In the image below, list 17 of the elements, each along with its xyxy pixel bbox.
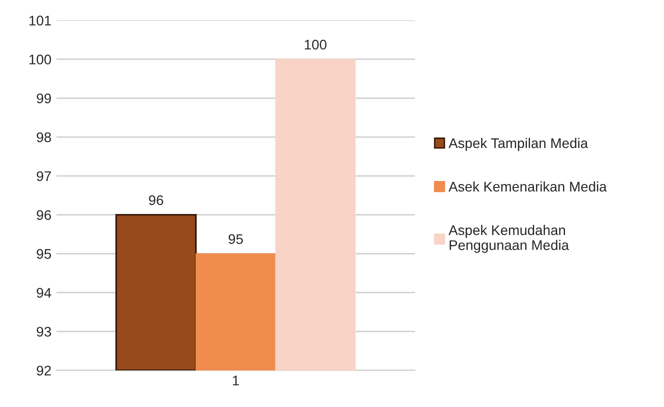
y-tick-label: 94 xyxy=(36,288,52,298)
y-tick-label: 93 xyxy=(36,326,51,337)
data-label: 96 xyxy=(148,195,164,206)
legend-label: Aspek Tampilan Media xyxy=(448,138,588,151)
y-tick-label: 101 xyxy=(29,16,51,26)
y-tick-label: 100 xyxy=(29,54,52,64)
data-label: 95 xyxy=(228,234,243,244)
y-tick-label: 97 xyxy=(36,171,51,182)
legend-label: Aspek Kemudahan Penggunaan Media xyxy=(448,224,570,253)
x-tick-label: 1 xyxy=(232,376,239,386)
data-label: 100 xyxy=(304,40,326,50)
y-tick-label: 92 xyxy=(36,366,51,376)
y-tick-label: 99 xyxy=(36,93,51,104)
y-tick-label: 95 xyxy=(36,249,51,259)
legend-label: Asek Kemenarikan Media xyxy=(448,181,607,192)
y-tick-label: 96 xyxy=(36,210,51,220)
y-tick-label: 98 xyxy=(36,132,51,142)
